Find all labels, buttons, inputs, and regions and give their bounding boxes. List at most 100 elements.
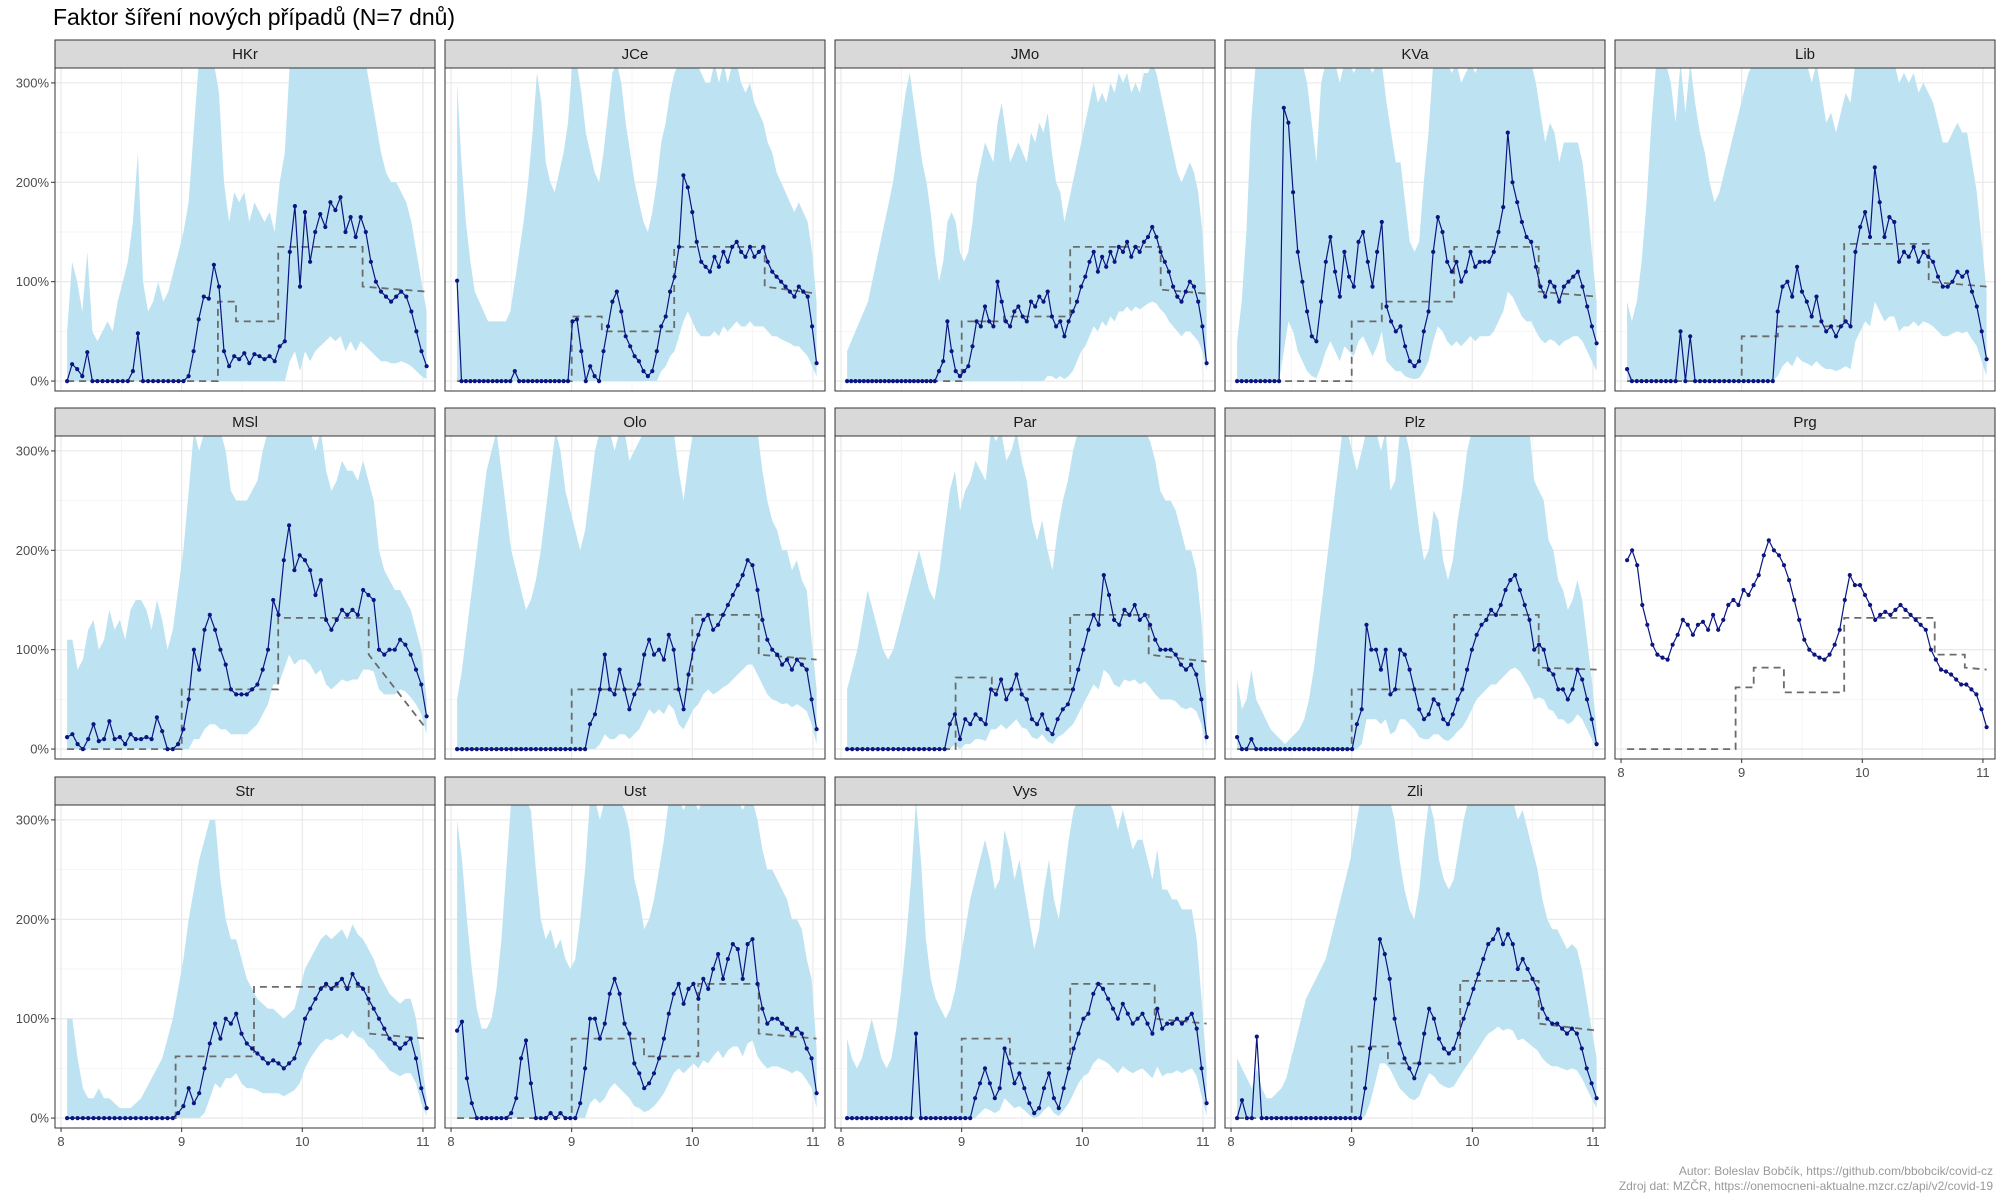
data-point bbox=[1969, 687, 1974, 692]
data-point bbox=[1350, 747, 1355, 752]
confidence-band bbox=[457, 436, 817, 750]
data-point bbox=[783, 284, 788, 289]
data-point bbox=[1426, 712, 1431, 717]
data-point bbox=[1393, 329, 1398, 334]
data-point bbox=[810, 324, 815, 329]
data-point bbox=[1365, 259, 1370, 264]
data-point bbox=[886, 379, 892, 384]
data-point bbox=[740, 976, 745, 982]
data-point bbox=[906, 747, 911, 752]
data-point bbox=[533, 1116, 539, 1121]
data-point bbox=[1302, 747, 1307, 752]
data-point bbox=[282, 339, 287, 344]
data-point bbox=[789, 667, 795, 672]
data-point bbox=[308, 568, 313, 573]
data-point bbox=[1435, 215, 1440, 220]
data-point bbox=[1678, 329, 1683, 334]
data-point bbox=[339, 607, 345, 613]
data-point bbox=[196, 317, 201, 322]
x-tick-label: 9 bbox=[1738, 765, 1745, 780]
data-point bbox=[125, 379, 130, 384]
data-point bbox=[117, 735, 122, 740]
data-point bbox=[403, 642, 408, 647]
data-point bbox=[65, 379, 70, 384]
data-point bbox=[694, 239, 699, 244]
data-point bbox=[1858, 224, 1863, 230]
data-point bbox=[756, 249, 762, 254]
data-point bbox=[250, 1046, 255, 1051]
data-point bbox=[1979, 707, 1984, 712]
data-point bbox=[112, 737, 117, 742]
data-point bbox=[628, 344, 633, 349]
data-point bbox=[350, 607, 355, 613]
data-point bbox=[538, 1116, 543, 1121]
data-point bbox=[1316, 747, 1321, 752]
data-point bbox=[1354, 722, 1359, 727]
data-point bbox=[223, 1016, 228, 1021]
data-point bbox=[623, 334, 628, 339]
data-point bbox=[1837, 627, 1842, 632]
data-point bbox=[176, 379, 181, 384]
data-point bbox=[191, 647, 196, 652]
data-point bbox=[1314, 339, 1319, 344]
data-point bbox=[1066, 319, 1071, 324]
data-point bbox=[1378, 667, 1383, 672]
x-tick-label: 11 bbox=[806, 1134, 820, 1149]
data-point bbox=[1199, 697, 1204, 702]
data-point bbox=[139, 737, 144, 742]
data-point bbox=[780, 1021, 785, 1026]
data-point bbox=[1106, 996, 1111, 1001]
data-point bbox=[398, 637, 403, 642]
data-point bbox=[519, 1056, 524, 1061]
data-point bbox=[508, 379, 513, 384]
data-point bbox=[376, 1016, 382, 1021]
data-point bbox=[1284, 1116, 1289, 1121]
data-point bbox=[909, 1116, 914, 1121]
data-point bbox=[1145, 1021, 1150, 1026]
data-point bbox=[1716, 627, 1721, 632]
data-point bbox=[696, 996, 701, 1001]
data-point bbox=[814, 727, 819, 732]
data-point bbox=[1842, 597, 1847, 603]
data-point bbox=[552, 379, 557, 384]
data-point bbox=[247, 361, 252, 366]
data-point bbox=[1872, 165, 1877, 170]
data-point bbox=[237, 357, 242, 362]
data-point bbox=[1522, 602, 1527, 608]
data-point bbox=[1402, 652, 1407, 657]
x-tick-label: 8 bbox=[447, 1134, 454, 1149]
data-point bbox=[366, 592, 371, 598]
data-point bbox=[1655, 652, 1660, 657]
data-point bbox=[1041, 1086, 1047, 1091]
data-point bbox=[874, 379, 879, 384]
data-point bbox=[260, 1056, 265, 1061]
data-point bbox=[1299, 1116, 1304, 1121]
data-point bbox=[112, 1116, 117, 1121]
x-tick-label: 10 bbox=[1465, 1134, 1479, 1149]
data-point bbox=[1421, 329, 1426, 334]
y-tick-label: 0% bbox=[30, 742, 49, 757]
data-point bbox=[413, 1056, 419, 1061]
data-point bbox=[1827, 652, 1832, 657]
data-point bbox=[651, 652, 657, 657]
confidence-band bbox=[67, 819, 427, 1119]
data-point bbox=[1017, 1071, 1022, 1076]
data-point bbox=[1333, 269, 1338, 274]
x-tick-label: 10 bbox=[685, 1134, 699, 1149]
data-point bbox=[1517, 587, 1522, 593]
data-point bbox=[1079, 284, 1084, 289]
data-point bbox=[1091, 991, 1096, 996]
data-point bbox=[149, 1116, 154, 1121]
data-point bbox=[740, 573, 745, 578]
data-point bbox=[711, 966, 716, 972]
data-point bbox=[804, 667, 809, 672]
data-point bbox=[1964, 682, 1969, 687]
data-point bbox=[676, 687, 681, 692]
data-point bbox=[1137, 617, 1142, 623]
data-point bbox=[1481, 956, 1486, 962]
data-point bbox=[890, 379, 896, 384]
data-point bbox=[1906, 254, 1911, 259]
data-point bbox=[1125, 1011, 1130, 1016]
data-point bbox=[387, 1036, 392, 1041]
data-point bbox=[1473, 264, 1478, 269]
